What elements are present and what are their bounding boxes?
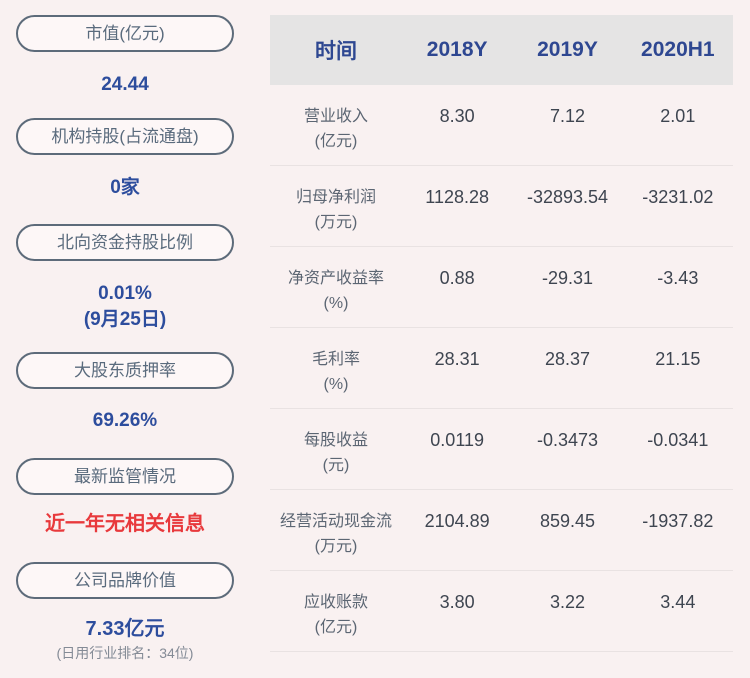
metric-pill-institutional-holdings: 机构持股(占流通盘) xyxy=(16,118,234,155)
metric-value-market-cap: 24.44 xyxy=(101,74,149,95)
cell-2019y: -0.3473 xyxy=(536,430,599,450)
table-row-eps: 每股收益 (元) 0.0119 -0.3473 -0.0341 xyxy=(270,409,733,490)
metric-unit: (%) xyxy=(323,295,349,312)
row-label: 营业收入 (亿元) xyxy=(270,104,402,154)
metric-name: 应收账款 xyxy=(303,594,368,611)
cell-2020h1: 2.01 xyxy=(660,106,696,126)
header-2020h1: 2020H1 xyxy=(641,38,715,61)
metric-pill-market-cap: 市值(亿元) xyxy=(16,15,234,52)
metric-name: 营业收入 xyxy=(303,108,368,125)
cell-2020h1: -1937.82 xyxy=(642,511,714,531)
table-row-accounts-receivable: 应收账款 (亿元) 3.80 3.22 3.44 xyxy=(270,571,733,652)
table-row-roe: 净资产收益率 (%) 0.88 -29.31 -3.43 xyxy=(270,247,733,328)
row-label: 归母净利润 (万元) xyxy=(270,185,402,235)
cell-2019y: -32893.54 xyxy=(526,187,609,207)
metric-value-northbound-holding-ratio: 0.01% (9月25日) xyxy=(16,281,234,333)
metric-unit: (元) xyxy=(322,457,350,474)
cell-2018y: 0.88 xyxy=(439,268,475,288)
cell-2019y: -29.31 xyxy=(541,268,594,288)
metric-label: 市值(亿元) xyxy=(85,24,165,43)
table-row-revenue: 营业收入 (亿元) 8.30 7.12 2.01 xyxy=(270,85,733,166)
table-row-operating-cash-flow: 经营活动现金流 (万元) 2104.89 859.45 -1937.82 xyxy=(270,490,733,571)
row-label: 经营活动现金流 (万元) xyxy=(270,509,402,559)
cell-2020h1: -3.43 xyxy=(657,268,699,288)
metric-unit: (万元) xyxy=(314,214,358,231)
metric-caption-industry-rank: (日用行业排名：34位) xyxy=(56,645,194,661)
header-time: 时间 xyxy=(315,40,357,63)
metric-unit: (亿元) xyxy=(314,133,358,150)
cell-2018y: 0.0119 xyxy=(430,430,485,450)
metric-label: 公司品牌价值 xyxy=(74,571,176,590)
metric-label: 大股东质押率 xyxy=(74,361,176,380)
metric-value-institutional-holdings: 0家 xyxy=(110,177,140,198)
metric-name: 每股收益 xyxy=(303,432,368,449)
row-label: 毛利率 (%) xyxy=(270,347,402,397)
metric-pill-latest-regulatory-status: 最新监管情况 xyxy=(16,458,234,495)
header-2018y: 2018Y xyxy=(426,38,488,61)
metric-value-major-shareholder-pledge-ratio: 69.26% xyxy=(92,410,158,431)
metrics-sidebar: 市值(亿元) 24.44 机构持股(占流通盘) 0家 北向资金持股比例 0.01… xyxy=(16,0,234,663)
metric-unit: (亿元) xyxy=(314,619,358,636)
metric-pill-company-brand-value: 公司品牌价值 xyxy=(16,562,234,599)
metric-name: 归母净利润 xyxy=(295,189,376,206)
metric-name: 净资产收益率 xyxy=(287,270,384,287)
cell-2018y: 28.31 xyxy=(434,349,480,369)
metric-name: 毛利率 xyxy=(311,351,360,368)
cell-2019y: 859.45 xyxy=(539,511,596,531)
metric-value-line2: (9月25日) xyxy=(83,309,167,330)
cell-2018y: 1128.28 xyxy=(425,187,490,207)
metric-label: 机构持股(占流通盘) xyxy=(51,127,199,146)
metric-value-latest-regulatory-status: 近一年无相关信息 xyxy=(45,513,205,535)
financials-table: 时间 2018Y 2019Y 2020H1 营业收入 (亿元) 8.30 7.1… xyxy=(270,15,733,652)
cell-2020h1: 21.15 xyxy=(655,349,701,369)
cell-2018y: 3.80 xyxy=(439,592,475,612)
cell-2019y: 3.22 xyxy=(549,592,586,612)
metric-unit: (万元) xyxy=(314,538,358,555)
metric-value-company-brand-value: 7.33亿元 xyxy=(85,618,165,640)
row-label: 净资产收益率 (%) xyxy=(270,266,402,316)
table-header-row: 时间 2018Y 2019Y 2020H1 xyxy=(270,15,733,85)
metric-label: 最新监管情况 xyxy=(74,467,176,486)
metric-pill-northbound-holding-ratio: 北向资金持股比例 xyxy=(16,224,234,261)
metric-label: 北向资金持股比例 xyxy=(57,233,193,252)
table-row-net-profit: 归母净利润 (万元) 1128.28 -32893.54 -3231.02 xyxy=(270,166,733,247)
cell-2019y: 28.37 xyxy=(544,349,591,369)
cell-2020h1: -3231.02 xyxy=(642,187,714,207)
cell-2019y: 7.12 xyxy=(549,106,586,126)
cell-2020h1: 3.44 xyxy=(660,592,696,612)
row-label: 应收账款 (亿元) xyxy=(270,590,402,640)
metric-unit: (%) xyxy=(323,376,349,393)
cell-2018y: 8.30 xyxy=(439,106,475,126)
cell-2018y: 2104.89 xyxy=(424,511,490,531)
header-2019y: 2019Y xyxy=(537,38,598,61)
row-label: 每股收益 (元) xyxy=(270,428,402,478)
metric-pill-major-shareholder-pledge-ratio: 大股东质押率 xyxy=(16,352,234,389)
table-row-gross-margin: 毛利率 (%) 28.31 28.37 21.15 xyxy=(270,328,733,409)
metric-value-line1: 0.01% xyxy=(98,283,152,304)
cell-2020h1: -0.0341 xyxy=(647,430,709,450)
metric-name: 经营活动现金流 xyxy=(279,513,392,530)
